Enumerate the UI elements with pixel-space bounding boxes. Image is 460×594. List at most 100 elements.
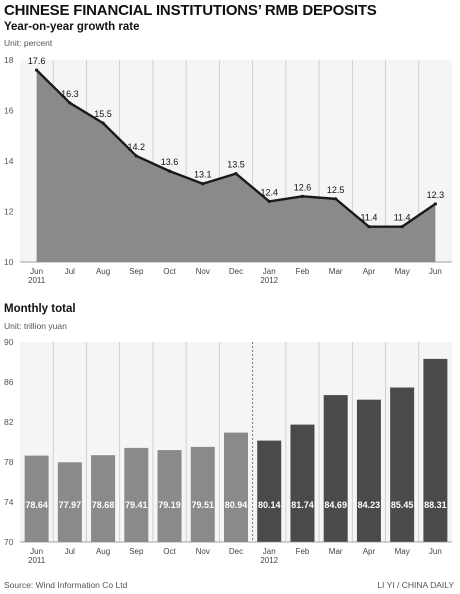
bar-value-label: 79.51: [192, 500, 215, 510]
y-tick-label: 82: [4, 417, 14, 427]
bar: [224, 432, 248, 542]
x-tick-label: Jun: [30, 547, 43, 556]
data-label: 16.3: [61, 89, 79, 99]
x-tick-label: Sep: [129, 267, 144, 276]
bar: [390, 387, 415, 542]
y-tick-label: 70: [4, 537, 14, 547]
bar: [124, 447, 149, 542]
x-tick-label: Apr: [363, 547, 376, 556]
x-tick-label: Nov: [196, 267, 210, 276]
x-tick-label: Jun: [30, 267, 43, 276]
bar-value-label: 84.23: [358, 500, 381, 510]
x-tick-label: May: [395, 267, 410, 276]
bar: [423, 358, 448, 542]
credit-note: LI YI / CHINA DAILY: [377, 580, 454, 590]
data-label: 11.4: [394, 213, 411, 223]
x-tick-label: 2012: [260, 276, 278, 285]
bar-value-label: 78.68: [92, 500, 115, 510]
growth-chart-unit: Unit: percent: [4, 38, 53, 48]
bar-value-label: 80.94: [225, 500, 248, 510]
x-tick-label: Feb: [296, 267, 310, 276]
x-tick-label: Jan: [263, 547, 276, 556]
x-tick-label: Jun: [429, 547, 442, 556]
bar-value-label: 81.74: [291, 500, 314, 510]
bar-value-label: 79.41: [125, 500, 148, 510]
data-label: 12.3: [427, 190, 445, 200]
x-tick-label: Dec: [229, 267, 243, 276]
data-label: 13.1: [194, 170, 212, 180]
total-chart-title: Monthly total: [4, 303, 76, 315]
x-tick-label: Aug: [96, 547, 110, 556]
bar: [157, 450, 182, 542]
growth-chart-title: Year-on-year growth rate: [4, 21, 140, 33]
x-tick-label: 2011: [28, 276, 46, 285]
bar: [290, 424, 315, 542]
x-tick-label: Jul: [65, 267, 75, 276]
data-point: [167, 169, 172, 173]
x-tick-label: Dec: [229, 547, 243, 556]
data-label: 13.6: [161, 157, 179, 167]
page-title: CHINESE FINANCIAL INSTITUTIONS’ RMB DEPO…: [4, 2, 377, 19]
x-tick-label: Jun: [429, 267, 442, 276]
data-label: 12.5: [327, 185, 345, 195]
bar: [190, 446, 215, 542]
data-point: [367, 225, 371, 229]
bar-value-label: 79.19: [158, 500, 181, 510]
bar: [24, 455, 49, 542]
data-label: 17.6: [28, 56, 46, 66]
y-tick-label: 78: [4, 457, 14, 467]
x-tick-label: Apr: [363, 267, 376, 276]
data-label: 14.2: [128, 142, 146, 152]
growth-area: [36, 70, 436, 262]
bar-value-label: 80.14: [258, 500, 281, 510]
bar-value-label: 84.69: [324, 500, 347, 510]
data-point: [300, 194, 305, 198]
y-tick-label: 86: [4, 377, 14, 387]
x-tick-label: 2012: [260, 556, 278, 565]
data-point: [35, 68, 39, 72]
x-tick-label: Oct: [163, 547, 176, 556]
bar-value-label: 77.97: [59, 500, 82, 510]
data-point: [334, 197, 338, 201]
bar: [91, 455, 116, 542]
bar: [323, 395, 348, 542]
bar-value-label: 88.31: [424, 500, 447, 510]
data-label: 12.6: [294, 182, 312, 192]
data-point: [400, 225, 404, 229]
data-label: 11.4: [360, 213, 377, 223]
x-tick-label: Sep: [129, 547, 144, 556]
bar-value-label: 78.64: [25, 500, 48, 510]
data-label: 13.5: [227, 160, 245, 170]
data-label: 12.4: [260, 187, 278, 197]
y-tick-label: 74: [4, 497, 14, 507]
x-tick-label: May: [395, 547, 410, 556]
x-tick-label: Feb: [296, 547, 310, 556]
growth-rate-chart: 10 12 14 16 18 17.6 16.3 15.5 14.2 13.6 13.1 13.5 12…: [4, 55, 452, 285]
bar-value-label: 85.45: [391, 500, 414, 510]
y-tick-label: 16: [4, 106, 14, 116]
data-point: [134, 154, 138, 158]
x-tick-label: Oct: [163, 267, 176, 276]
data-point: [101, 121, 105, 125]
y-tick-label: 10: [4, 257, 14, 267]
x-tick-label: Aug: [96, 267, 110, 276]
source-note: Source: Wind Information Co Ltd: [4, 580, 128, 590]
x-tick-label: Mar: [329, 267, 343, 276]
data-label: 15.5: [94, 109, 112, 119]
y-tick-label: 18: [4, 55, 14, 65]
bar: [57, 462, 82, 542]
data-point: [234, 172, 238, 176]
x-tick-label: Jan: [263, 267, 276, 276]
y-tick-label: 90: [4, 337, 14, 347]
bar: [356, 399, 381, 542]
data-point: [68, 101, 72, 105]
x-tick-label: Nov: [196, 547, 210, 556]
y-tick-label: 12: [4, 207, 14, 217]
data-point: [201, 182, 205, 186]
data-point: [267, 199, 271, 203]
bar: [257, 440, 282, 542]
x-tick-label: Jul: [65, 547, 75, 556]
x-tick-label: 2011: [28, 556, 46, 565]
y-tick-label: 14: [4, 156, 14, 166]
